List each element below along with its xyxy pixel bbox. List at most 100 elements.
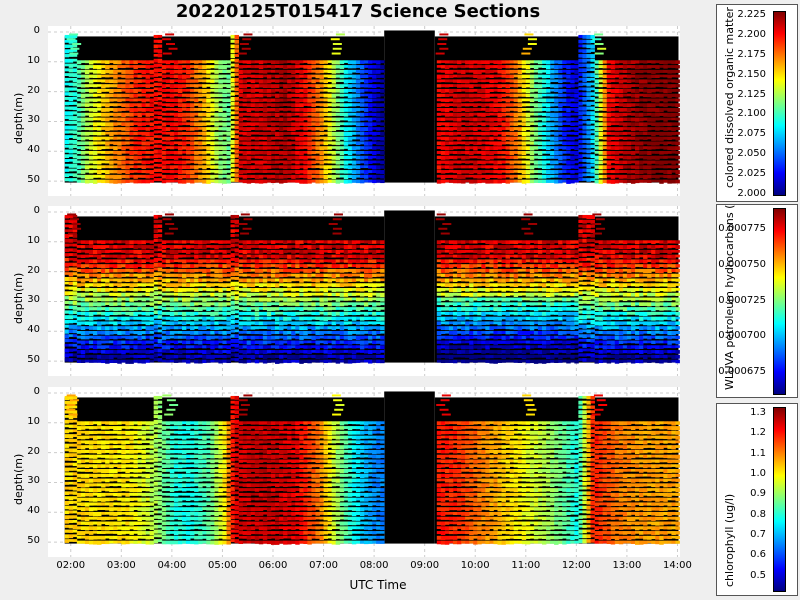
data-cell <box>137 127 142 131</box>
data-cell <box>465 112 470 117</box>
data-cell <box>141 112 146 116</box>
data-cell <box>101 150 106 154</box>
data-cell <box>465 69 470 73</box>
data-cell <box>262 117 268 122</box>
data-cell <box>165 60 171 65</box>
data-cell <box>457 60 462 65</box>
data-cell <box>436 127 442 131</box>
data-cell <box>295 79 300 83</box>
data-cell <box>173 150 179 155</box>
data-cell <box>521 179 527 184</box>
data-cell <box>169 259 175 263</box>
data-cell <box>351 74 357 79</box>
data-cell <box>117 136 122 140</box>
data-cell <box>465 174 470 178</box>
data-cell <box>359 160 365 164</box>
data-cell <box>129 278 134 282</box>
data-cell <box>254 146 260 150</box>
data-cell <box>153 305 159 309</box>
data-cell <box>558 122 563 126</box>
data-cell <box>339 79 345 83</box>
data-cell <box>145 170 151 174</box>
data-cell <box>635 69 640 74</box>
data-cell <box>109 307 114 311</box>
data-cell <box>291 127 296 132</box>
data-cell <box>606 88 612 93</box>
data-cell <box>129 350 134 354</box>
data-cell <box>97 141 102 145</box>
data-cell <box>210 249 215 254</box>
data-cell <box>161 278 167 282</box>
data-cell <box>101 259 106 263</box>
data-cell <box>109 69 114 74</box>
data-cell <box>331 127 337 131</box>
data-cell <box>291 79 296 84</box>
data-cell <box>202 264 207 267</box>
data-cell <box>368 136 373 140</box>
data-cell <box>80 283 86 287</box>
data-cell <box>578 130 583 134</box>
data-cell <box>675 131 680 135</box>
data-cell <box>614 79 620 83</box>
data-cell <box>299 165 304 169</box>
data-cell <box>97 108 102 111</box>
data-cell <box>80 141 86 146</box>
data-cell <box>675 93 680 98</box>
data-cell <box>173 127 179 131</box>
data-cell <box>497 170 502 174</box>
data-cell <box>84 146 90 149</box>
data-cell <box>190 131 195 136</box>
data-cell <box>72 276 78 282</box>
data-cell <box>198 108 203 111</box>
data-cell <box>76 268 82 272</box>
data-cell <box>465 79 470 84</box>
data-cell <box>359 60 365 64</box>
data-cell <box>84 288 90 292</box>
data-cell <box>153 73 159 77</box>
data-cell <box>651 60 656 64</box>
data-cell <box>214 264 219 268</box>
data-cell <box>667 74 672 79</box>
data-cell <box>287 165 292 169</box>
data-cell <box>129 170 134 174</box>
data-cell <box>141 98 146 103</box>
data-cell <box>339 112 345 117</box>
data-cell <box>234 353 240 358</box>
data-cell <box>469 179 474 184</box>
data-cell <box>88 69 94 73</box>
data-cell <box>622 112 628 117</box>
data-cell <box>161 292 167 296</box>
data-cell <box>230 286 235 290</box>
data-cell <box>525 112 531 117</box>
data-cell <box>133 69 138 74</box>
data-cell <box>186 278 191 283</box>
data-cell <box>618 65 624 69</box>
data-cell <box>173 278 179 282</box>
data-cell <box>295 160 300 165</box>
data-cell <box>497 160 502 165</box>
data-cell <box>675 74 680 78</box>
data-cell <box>444 165 450 169</box>
data-cell <box>647 93 652 98</box>
data-cell <box>101 302 106 306</box>
data-cell <box>582 87 587 91</box>
data-cell <box>635 98 640 102</box>
data-cell <box>521 160 527 164</box>
data-cell <box>606 141 612 146</box>
data-cell <box>181 350 187 354</box>
data-cell <box>226 273 231 277</box>
data-cell <box>206 292 211 296</box>
data-cell <box>327 65 333 69</box>
data-cell <box>440 117 446 121</box>
data-cell <box>129 98 134 102</box>
data-cell <box>550 112 555 118</box>
data-cell <box>181 264 187 269</box>
data-cell <box>186 326 191 329</box>
data-cell <box>448 60 454 64</box>
data-cell <box>303 65 308 69</box>
data-cell <box>586 77 591 82</box>
data-cell <box>667 122 672 127</box>
data-cell <box>161 98 167 102</box>
data-cell <box>64 39 70 43</box>
data-cell <box>181 268 187 273</box>
